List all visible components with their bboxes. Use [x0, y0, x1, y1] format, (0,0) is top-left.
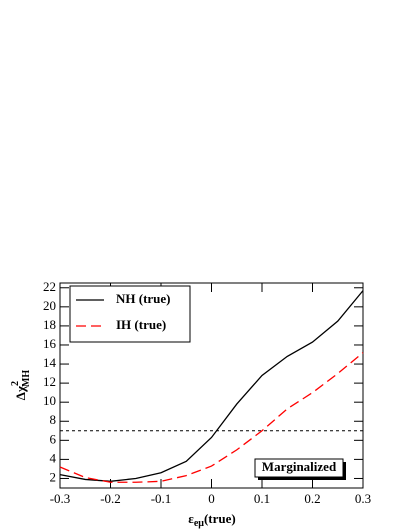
- legend-label: NH (true): [116, 291, 171, 306]
- y-tick-label: 16: [43, 336, 57, 351]
- series-line: [59, 352, 364, 483]
- x-tick-label: -0.3: [50, 491, 71, 506]
- x-label-main: ε: [188, 511, 194, 526]
- y-label-main: Δχ: [13, 385, 28, 400]
- legend: NH (true) IH (true): [69, 285, 191, 343]
- x-tick-label: 0.3: [355, 491, 371, 506]
- annotation-box: [254, 458, 344, 478]
- y-tick-label: 10: [43, 393, 56, 408]
- annotation: Marginalized: [262, 459, 337, 474]
- y-tick-label: 18: [43, 317, 56, 332]
- y-tick-label: 14: [43, 355, 57, 370]
- x-tick-label: 0.2: [304, 491, 320, 506]
- y-tick-label: 20: [43, 298, 56, 313]
- x-label-rest: (true): [204, 511, 236, 526]
- x-tick-label: -0.2: [100, 491, 121, 506]
- y-tick-label: 12: [43, 374, 56, 389]
- series-line: [59, 290, 364, 482]
- y-tick-label: 22: [43, 279, 56, 294]
- legend-label: IH (true): [116, 317, 166, 332]
- y-label-sub: MH: [21, 370, 32, 387]
- y-tick-label: 6: [50, 431, 57, 446]
- y-tick-label: 8: [50, 412, 57, 427]
- y-tick-label: 4: [50, 450, 57, 465]
- y-axis-label: Δχ2MH: [10, 370, 32, 401]
- x-tick-label: 0: [208, 491, 215, 506]
- y-label-sup: 2: [10, 381, 21, 386]
- legend-box: [69, 285, 191, 343]
- x-tick-label: -0.1: [151, 491, 172, 506]
- x-axis-label: εeμ(true): [188, 511, 235, 529]
- y-tick-label: 2: [50, 469, 57, 484]
- x-label-sub: eμ: [194, 518, 204, 529]
- x-tick-label: 0.1: [254, 491, 270, 506]
